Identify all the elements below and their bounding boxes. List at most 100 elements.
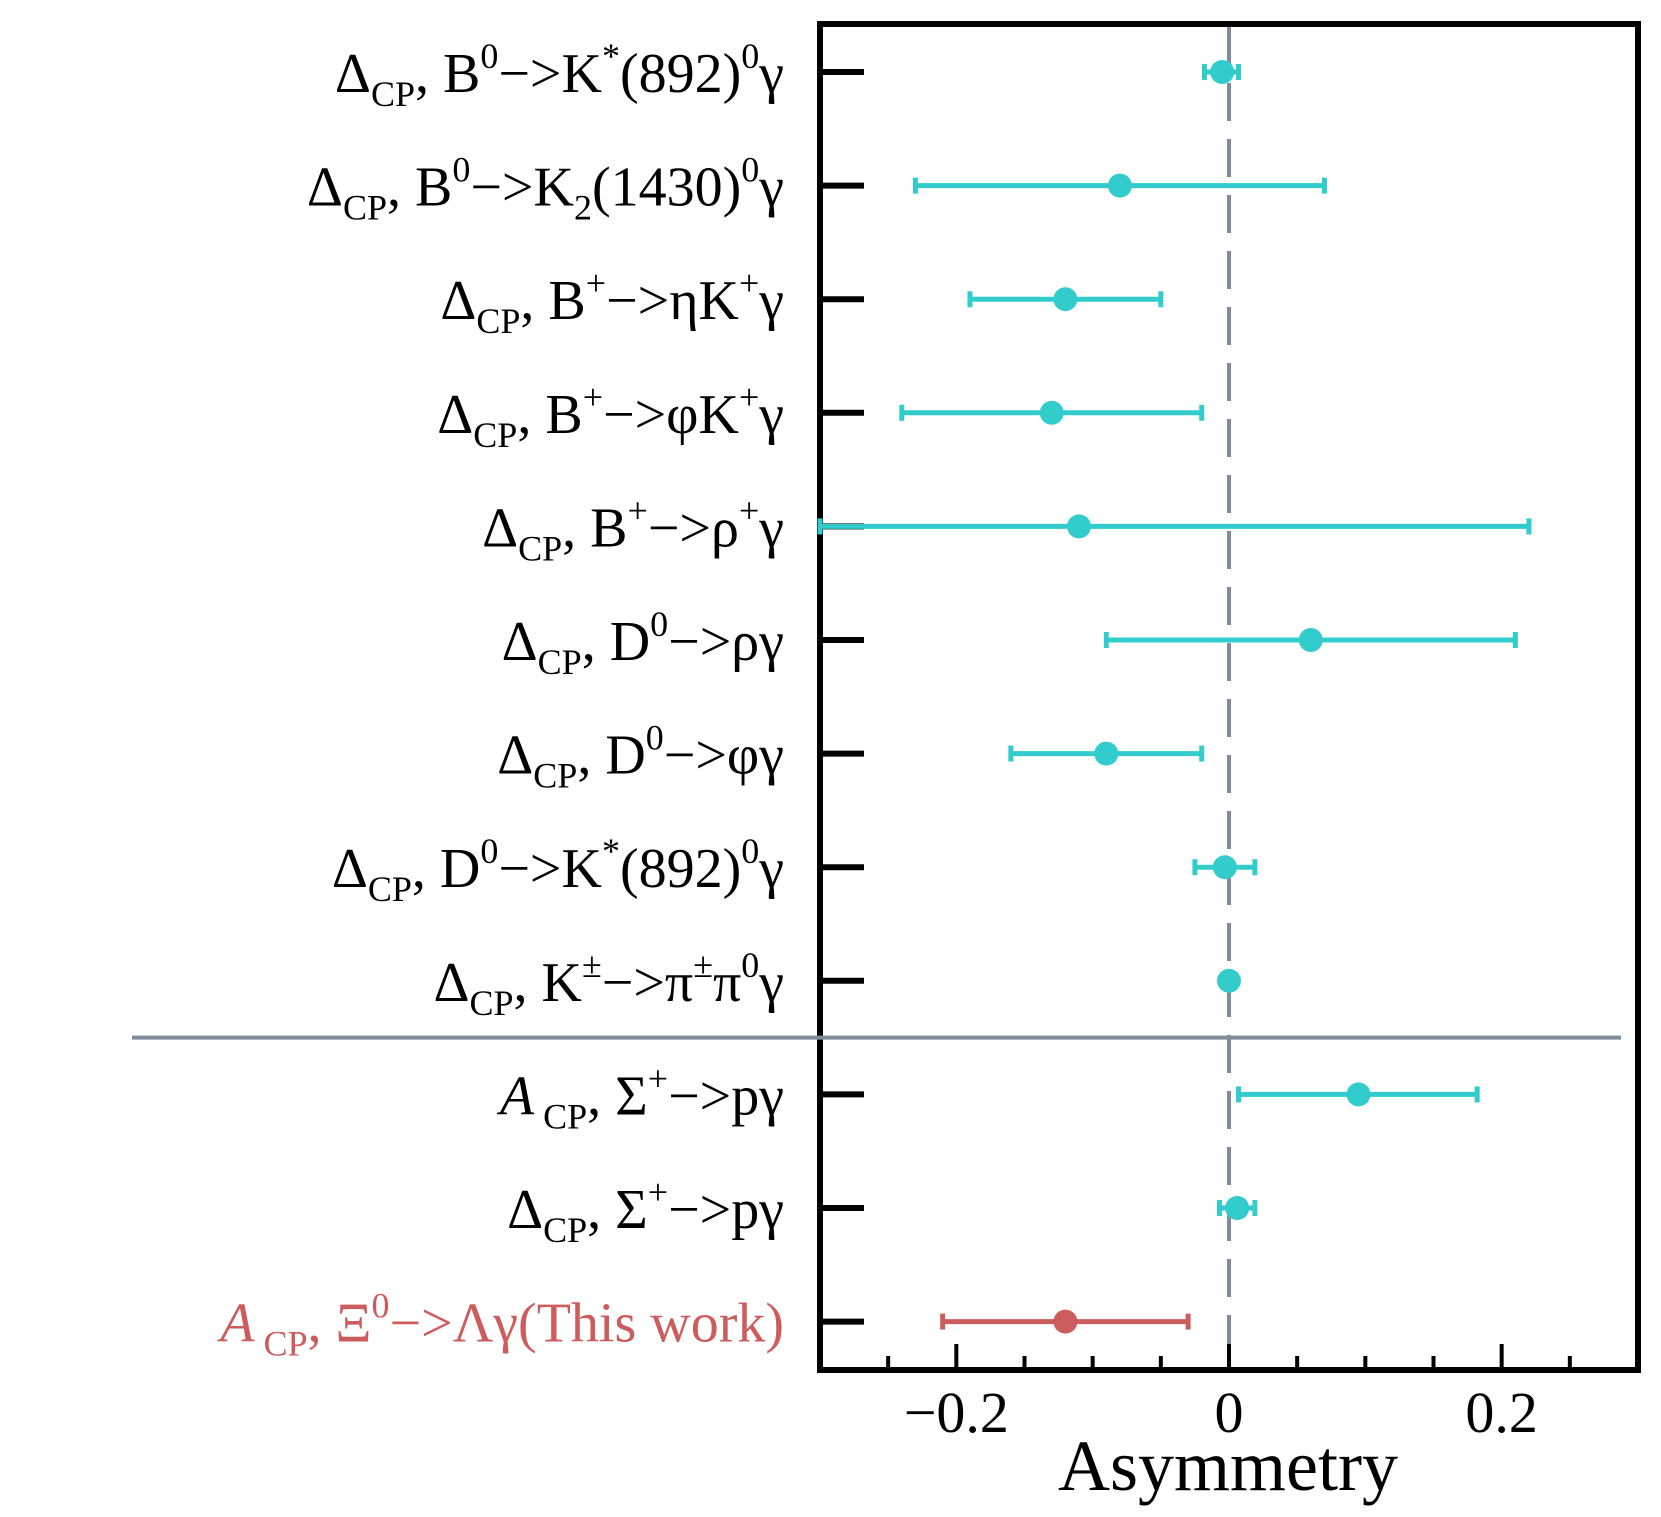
data-point xyxy=(1217,968,1241,993)
data-point xyxy=(1053,287,1078,312)
row-label-part: −>Λγ(This work) xyxy=(390,1293,784,1355)
row-label: ΔCP​, B+​−>φK+​γ xyxy=(437,377,784,455)
row-label-part: Δ xyxy=(307,157,343,219)
row-label: ΔCP​, B+​−>ρ+​γ xyxy=(482,490,784,568)
row-label-part: A xyxy=(496,1065,535,1127)
row-label-part: −>pγ xyxy=(668,1179,784,1241)
row-label-part: −>ρ xyxy=(648,497,739,559)
row-label: ΔCP​, D0​−>K*​(892)0​γ xyxy=(332,831,784,909)
row-label: ΔCP​, B+​−>ηK+​γ xyxy=(440,263,784,341)
data-point xyxy=(1225,1196,1250,1220)
row-label-part: CP xyxy=(534,1096,587,1136)
row-label-part: −>φγ xyxy=(664,725,784,787)
row-label-part: −>pγ xyxy=(668,1065,784,1127)
row-label-part: 0 xyxy=(646,718,664,758)
row-label-part: CP xyxy=(476,301,520,341)
row-label-part: Δ xyxy=(482,497,518,559)
row-label-part: , B xyxy=(520,270,585,332)
row-label-part: Δ xyxy=(335,43,371,105)
y-tick-layer xyxy=(820,69,864,1325)
row-label-part: , D xyxy=(577,725,645,787)
row-label-part: , D xyxy=(582,611,650,673)
x-tick-label: −0.2 xyxy=(904,1380,1009,1445)
row-label: ΔCP​, D0​−>φγ xyxy=(497,718,784,796)
row-label-part: γ xyxy=(758,838,784,900)
row-label-part: + xyxy=(648,1172,668,1212)
row-label-part: 0 xyxy=(372,1286,390,1326)
row-label-part: Δ xyxy=(332,838,368,900)
row-label-part: ± xyxy=(582,945,602,985)
row-label-part: + xyxy=(586,263,606,303)
data-point xyxy=(1107,173,1132,198)
row-label-part: + xyxy=(739,377,759,417)
row-label-part: CP xyxy=(371,74,415,114)
data-point xyxy=(1298,628,1323,652)
row-label: ΔCP​, Σ+​−>pγ xyxy=(507,1172,784,1250)
row-label: ΔCP​, K±​−>π±​π0​γ xyxy=(433,945,784,1023)
row-label-part: CP xyxy=(343,188,387,228)
row-label-part: −>ργ xyxy=(668,611,784,673)
row-label-part: Δ xyxy=(502,611,538,673)
error-bar-layer xyxy=(817,64,1532,1330)
row-label-part: (1430) xyxy=(592,157,741,219)
data-point xyxy=(1346,1082,1371,1107)
row-label: ΔCP​, B0​−>K2​(1430)0​γ xyxy=(307,150,784,228)
row-label-part: CP xyxy=(473,415,517,455)
row-label-part: 0 xyxy=(741,831,759,871)
row-label-part: + xyxy=(739,490,759,530)
row-label-part: , B xyxy=(387,157,452,219)
x-tick-label: 0.2 xyxy=(1465,1380,1538,1445)
point-layer xyxy=(1039,60,1371,1334)
row-label-part: , Σ xyxy=(587,1179,648,1241)
row-label: A CP​, Ξ0​−>Λγ(This work) xyxy=(216,1286,784,1364)
row-label-part: , Σ xyxy=(587,1065,648,1127)
row-label-part: γ xyxy=(758,157,784,219)
row-label-part: Δ xyxy=(440,270,476,332)
row-label-part: CP xyxy=(368,869,412,909)
row-label-part: 0 xyxy=(650,604,668,644)
x-tick-label: 0 xyxy=(1215,1380,1244,1445)
data-point xyxy=(1067,514,1092,539)
row-label-part: γ xyxy=(758,384,784,446)
row-label-part: 0 xyxy=(741,945,759,985)
row-label-part: −>K xyxy=(470,157,574,219)
row-label-part: + xyxy=(583,377,603,417)
row-label-part: γ xyxy=(758,952,784,1014)
row-label-part: Δ xyxy=(497,725,533,787)
row-label-part: 0 xyxy=(480,36,498,76)
row-label-part: + xyxy=(739,263,759,303)
x-axis-title: Asymmetry xyxy=(1058,1426,1398,1506)
row-label-part: Δ xyxy=(433,952,469,1014)
row-label-part: (892) xyxy=(620,838,741,900)
data-point xyxy=(1039,400,1064,425)
row-label-part: −>ηK xyxy=(606,270,739,332)
row-label-part: 0 xyxy=(741,36,759,76)
row-label-part: + xyxy=(628,490,648,530)
row-label-part: , K xyxy=(514,952,582,1014)
row-label-part: 2 xyxy=(574,188,592,228)
row-label-part: γ xyxy=(758,497,784,559)
row-label-part: π xyxy=(713,952,741,1014)
row-label-part: γ xyxy=(758,43,784,105)
row-label-part: γ xyxy=(758,270,784,332)
row-label-part: , B xyxy=(415,43,480,105)
row-label-part: + xyxy=(648,1058,668,1098)
row-label-part: Δ xyxy=(507,1179,543,1241)
row-label: ΔCP​, B0​−>K*​(892)0​γ xyxy=(335,36,784,114)
row-label-part: A xyxy=(216,1293,255,1355)
row-label-part: −>π xyxy=(602,952,693,1014)
data-point xyxy=(1094,741,1119,766)
data-point xyxy=(1210,60,1235,84)
row-label-part: CP xyxy=(533,756,577,796)
row-label-part: , B xyxy=(562,497,627,559)
row-label-layer: ΔCP​, B0​−>K*​(892)0​γ ΔCP​, B0​−>K2​(143… xyxy=(216,36,784,1364)
row-label-part: ± xyxy=(693,945,713,985)
row-label-part: CP xyxy=(470,983,514,1023)
data-point xyxy=(1212,855,1237,880)
row-label-part: CP xyxy=(538,642,582,682)
row-label-part: −>K xyxy=(498,838,602,900)
row-label-part: 0 xyxy=(480,831,498,871)
row-label-part: CP xyxy=(254,1324,307,1364)
row-label: ΔCP​, D0​−>ργ xyxy=(502,604,784,682)
